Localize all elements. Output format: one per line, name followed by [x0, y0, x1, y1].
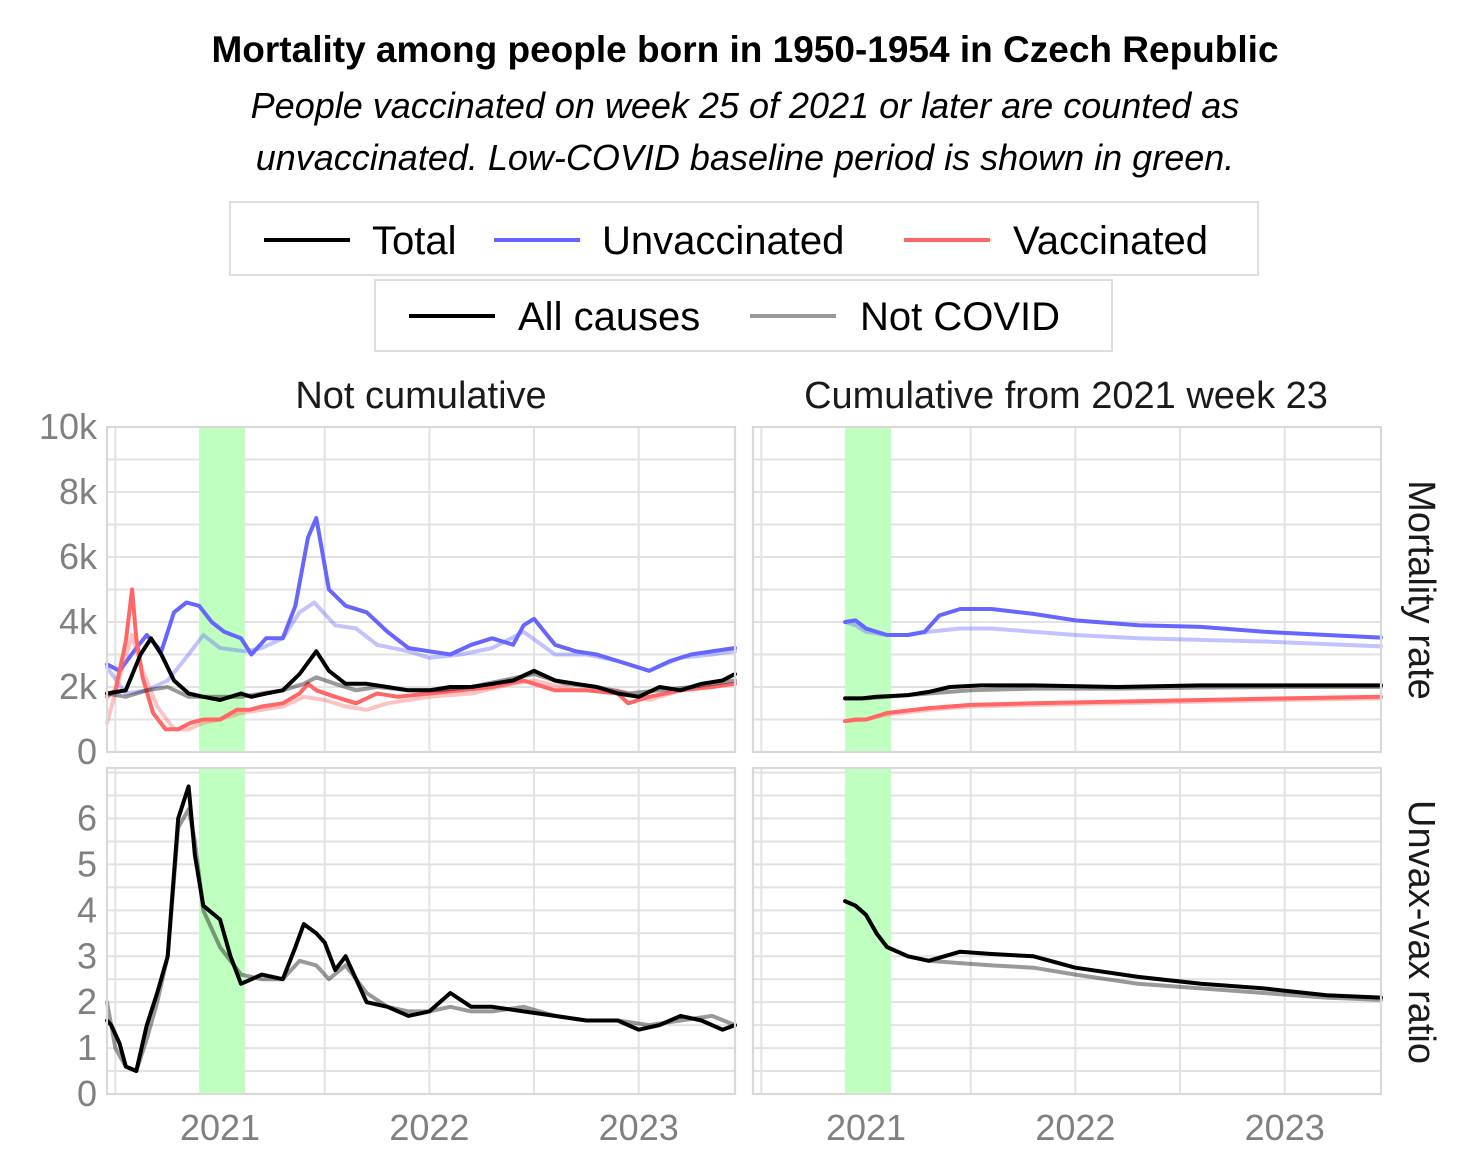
legend-label-total: Total	[372, 219, 457, 263]
x-tick-label: 2021	[826, 1107, 906, 1148]
x-tick-label: 2022	[1035, 1107, 1115, 1148]
series-line-unvaccinated-all-causes	[105, 516, 737, 673]
baseline-period-band	[845, 427, 892, 752]
series-line-vaccinated-all-causes	[843, 694, 1383, 724]
x-tick-label: 2023	[599, 1107, 679, 1148]
panel-ratio-cum	[751, 766, 1383, 1096]
legend-label-vaccinated: Vaccinated	[1013, 219, 1208, 263]
y-tick-label: 4k	[59, 601, 98, 642]
legend-groups-box	[229, 201, 1259, 276]
legend-groups: Total Unvaccinated Vaccinated	[229, 201, 1259, 276]
series-line-unvaccinated-all-causes	[843, 607, 1383, 640]
x-tick-label: 2021	[180, 1107, 260, 1148]
strip-mortality-rate: Mortality rate	[1400, 480, 1442, 700]
legend-label-unvaccinated: Unvaccinated	[602, 219, 844, 263]
y-tick-label: 3	[77, 935, 97, 976]
legend-label-all-causes: All causes	[518, 295, 700, 339]
y-tick-label: 8k	[59, 471, 98, 512]
series-line-unvaccinated-not-covid	[843, 620, 1383, 649]
y-tick-label: 2k	[59, 666, 98, 707]
legend-label-not-covid: Not COVID	[860, 295, 1060, 339]
y-tick-label: 1	[77, 1027, 97, 1068]
x-tick-label: 2023	[1245, 1107, 1325, 1148]
axis-ticks: 0 2k 4k 6k 8k 10k 0 1 2 3 4 56 2021 2022 2023 2021 2022 2…	[39, 406, 1325, 1148]
panel-rate-cum	[751, 425, 1383, 754]
legend-causes: All causes Not COVID	[374, 279, 1113, 352]
panel-border	[751, 766, 1383, 1096]
strip-unvax-vax-ratio: Unvax-vax ratio	[1400, 800, 1442, 1064]
y-tick-label: 5	[77, 843, 97, 884]
panel-border	[105, 425, 737, 754]
y-tick-label: 6k	[59, 536, 98, 577]
series-line-total-all-causes	[843, 899, 1383, 1000]
panel-rate-noncum	[105, 425, 737, 754]
series-line-total-all-causes	[843, 683, 1383, 701]
chart-subtitle-line2: unvaccinated. Low-COVID baseline period …	[256, 137, 1235, 178]
strip-not-cumulative: Not cumulative	[295, 375, 546, 417]
x-tick-label: 2022	[389, 1107, 469, 1148]
y-tick-label: 2	[77, 981, 97, 1022]
series-line-vaccinated-all-causes	[105, 587, 737, 732]
series-line-total-all-causes	[105, 784, 737, 1073]
panel-border	[105, 766, 737, 1096]
chart-title: Mortality among people born in 1950-1954…	[211, 29, 1278, 70]
y-tick-label: 4	[77, 889, 97, 930]
baseline-period-band	[199, 427, 246, 752]
strip-cumulative: Cumulative from 2021 week 23	[804, 375, 1328, 417]
plot-panels	[105, 425, 1383, 1096]
y-tick-label: 10k	[39, 406, 98, 447]
series-line-total-all-causes	[105, 636, 737, 702]
y-tick-label: 0	[77, 731, 97, 772]
y-tick-label: 6	[77, 798, 97, 839]
y-tick-label: 0	[77, 1073, 97, 1114]
panel-border	[751, 425, 1383, 754]
panel-ratio-noncum	[105, 766, 737, 1096]
legend-causes-box	[374, 279, 1113, 352]
baseline-period-band	[845, 768, 892, 1094]
chart-subtitle-line1: People vaccinated on week 25 of 2021 or …	[251, 85, 1240, 126]
